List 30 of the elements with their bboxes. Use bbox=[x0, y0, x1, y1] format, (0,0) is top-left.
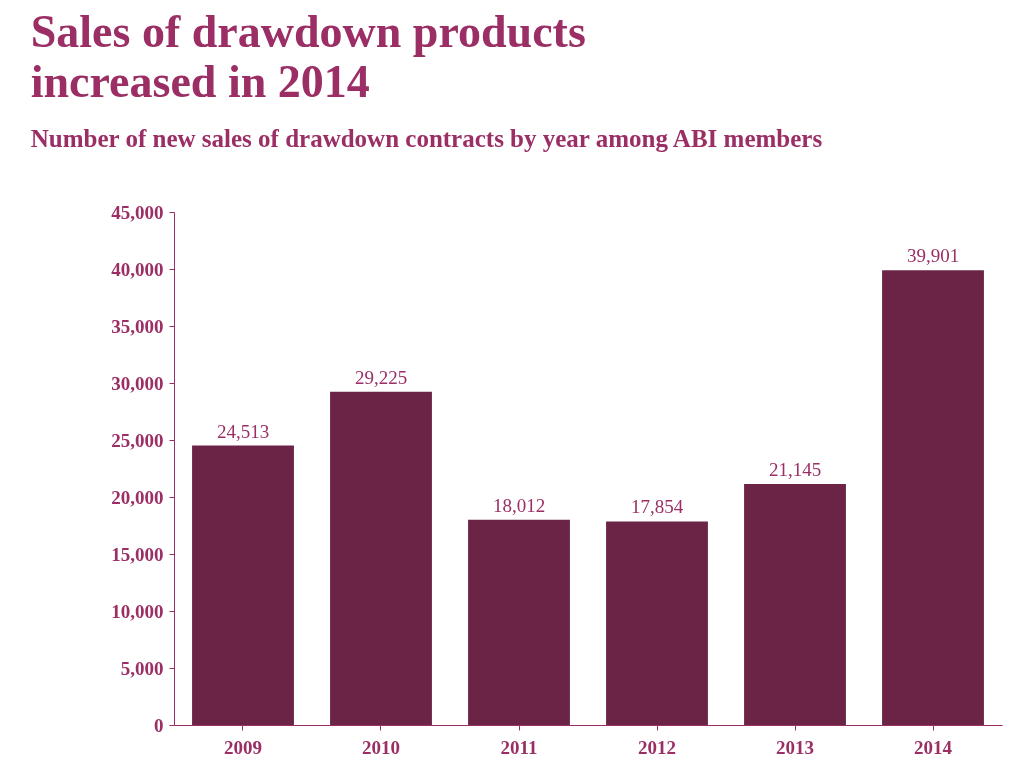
chart-title: Sales of drawdown products increased in 2014 bbox=[30, 6, 586, 107]
y-tick-label: 40,000 bbox=[111, 258, 164, 280]
y-tick-label: 15,000 bbox=[111, 543, 164, 565]
y-tick-label: 25,000 bbox=[111, 429, 164, 451]
bar bbox=[882, 270, 984, 725]
x-tick-label: 2010 bbox=[362, 736, 400, 758]
y-tick-label: 35,000 bbox=[111, 315, 164, 337]
data-label: 17,854 bbox=[630, 496, 684, 518]
data-label: 18,012 bbox=[492, 494, 546, 516]
data-label: 39,901 bbox=[906, 245, 960, 267]
x-tick-label: 2014 bbox=[914, 736, 953, 758]
y-tick-label: 0 bbox=[154, 714, 164, 736]
bar bbox=[192, 445, 294, 725]
y-tick-label: 5,000 bbox=[120, 657, 164, 679]
y-tick-label: 20,000 bbox=[111, 486, 164, 508]
data-label: 21,145 bbox=[768, 458, 822, 480]
x-tick-label: 2011 bbox=[500, 736, 538, 758]
y-tick-label: 30,000 bbox=[111, 372, 164, 394]
data-label: 24,513 bbox=[216, 420, 270, 442]
y-tick-label: 45,000 bbox=[111, 201, 164, 223]
bar bbox=[330, 391, 432, 725]
x-tick-label: 2013 bbox=[776, 736, 814, 758]
x-tick-label: 2012 bbox=[638, 736, 676, 758]
x-tick-label: 2009 bbox=[224, 736, 262, 758]
chart-subtitle: Number of new sales of drawdown contracts by year among ABI members bbox=[30, 125, 823, 152]
bar bbox=[744, 483, 846, 725]
bar bbox=[468, 519, 570, 725]
y-tick-label: 10,000 bbox=[111, 600, 164, 622]
bar bbox=[606, 521, 708, 725]
data-label: 29,225 bbox=[354, 366, 408, 388]
